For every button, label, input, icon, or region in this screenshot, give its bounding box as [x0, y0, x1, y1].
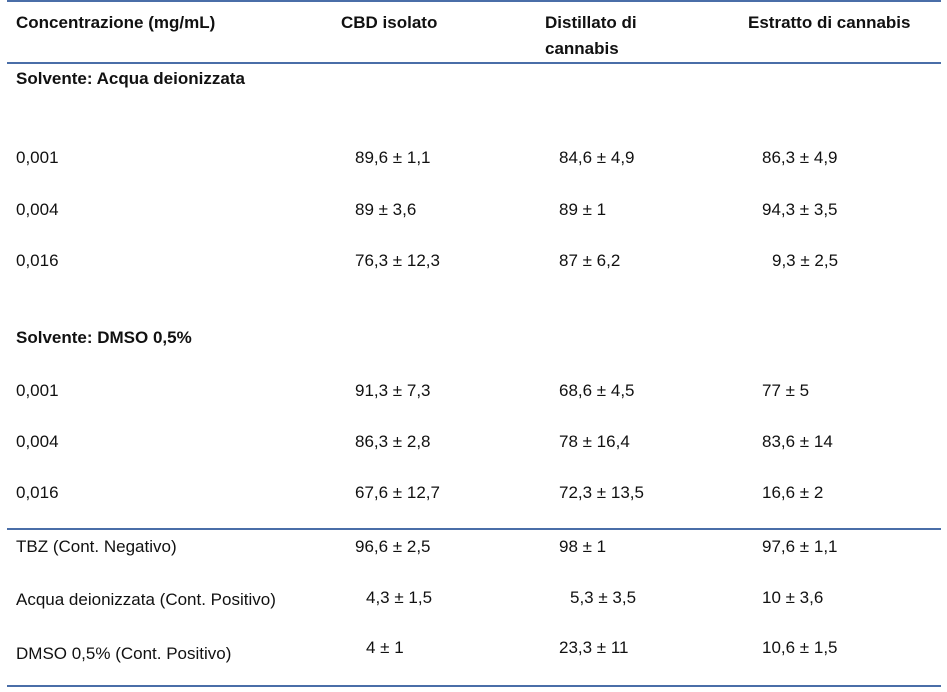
cell-estratto: 83,6 ± 14 — [762, 432, 833, 451]
cell-distillato: 5,3 ± 3,5 — [570, 588, 637, 607]
cell-distillato: 98 ± 1 — [559, 537, 607, 556]
cell-estratto: 9,3 ± 2,5 — [772, 251, 839, 270]
cell-distillato: 78 ± 16,4 — [559, 432, 630, 451]
controls-rule — [7, 528, 941, 530]
cell-conc: 0,004 — [16, 200, 59, 219]
cell-estratto: 16,6 ± 2 — [762, 483, 824, 502]
cell-cbd: 96,6 ± 2,5 — [355, 537, 431, 556]
cell-conc: 0,016 — [16, 483, 59, 502]
cell-estratto: 94,3 ± 3,5 — [762, 200, 838, 219]
cell-cbd: 76,3 ± 12,3 — [355, 251, 440, 270]
top-rule — [7, 0, 941, 2]
cell-cbd: 4,3 ± 1,5 — [366, 588, 433, 607]
cell-cbd: 89 ± 3,6 — [355, 200, 417, 219]
cell-distillato: 84,6 ± 4,9 — [559, 148, 635, 167]
cell-distillato: 72,3 ± 13,5 — [559, 483, 644, 502]
cell-conc: 0,001 — [16, 148, 59, 167]
cell-cbd: 89,6 ± 1,1 — [355, 148, 431, 167]
cell-cbd: 91,3 ± 7,3 — [355, 381, 431, 400]
control-label: TBZ (Cont. Negativo) — [16, 537, 177, 556]
cell-distillato: 89 ± 1 — [559, 200, 607, 219]
cell-estratto: 10 ± 3,6 — [762, 588, 824, 607]
bottom-rule — [7, 685, 941, 687]
cell-distillato: 23,3 ± 11 — [559, 638, 629, 657]
control-label: DMSO 0,5% (Cont. Positivo) — [16, 644, 232, 663]
cell-conc: 0,004 — [16, 432, 59, 451]
cell-cbd: 4 ± 1 — [366, 638, 404, 657]
header-distillato-line2: cannabis — [545, 39, 619, 58]
cell-estratto: 77 ± 5 — [762, 381, 810, 400]
header-rule — [7, 62, 941, 64]
header-estratto: Estratto di cannabis — [748, 13, 911, 32]
cell-estratto: 86,3 ± 4,9 — [762, 148, 838, 167]
section-title-acqua: Solvente: Acqua deionizzata — [16, 69, 245, 88]
header-cbd-isolato: CBD isolato — [341, 13, 438, 32]
control-label: Acqua deionizzata (Cont. Positivo) — [16, 590, 276, 609]
cell-estratto: 97,6 ± 1,1 — [762, 537, 838, 556]
header-distillato-line1: Distillato di — [545, 13, 637, 32]
cell-cbd: 86,3 ± 2,8 — [355, 432, 431, 451]
cell-estratto: 10,6 ± 1,5 — [762, 638, 838, 657]
header-concentration: Concentrazione (mg/mL) — [16, 13, 216, 32]
cell-conc: 0,001 — [16, 381, 59, 400]
cell-distillato: 68,6 ± 4,5 — [559, 381, 635, 400]
section-title-dmso: Solvente: DMSO 0,5% — [16, 328, 192, 347]
cell-conc: 0,016 — [16, 251, 59, 270]
cell-cbd: 67,6 ± 12,7 — [355, 483, 440, 502]
cell-distillato: 87 ± 6,2 — [559, 251, 621, 270]
